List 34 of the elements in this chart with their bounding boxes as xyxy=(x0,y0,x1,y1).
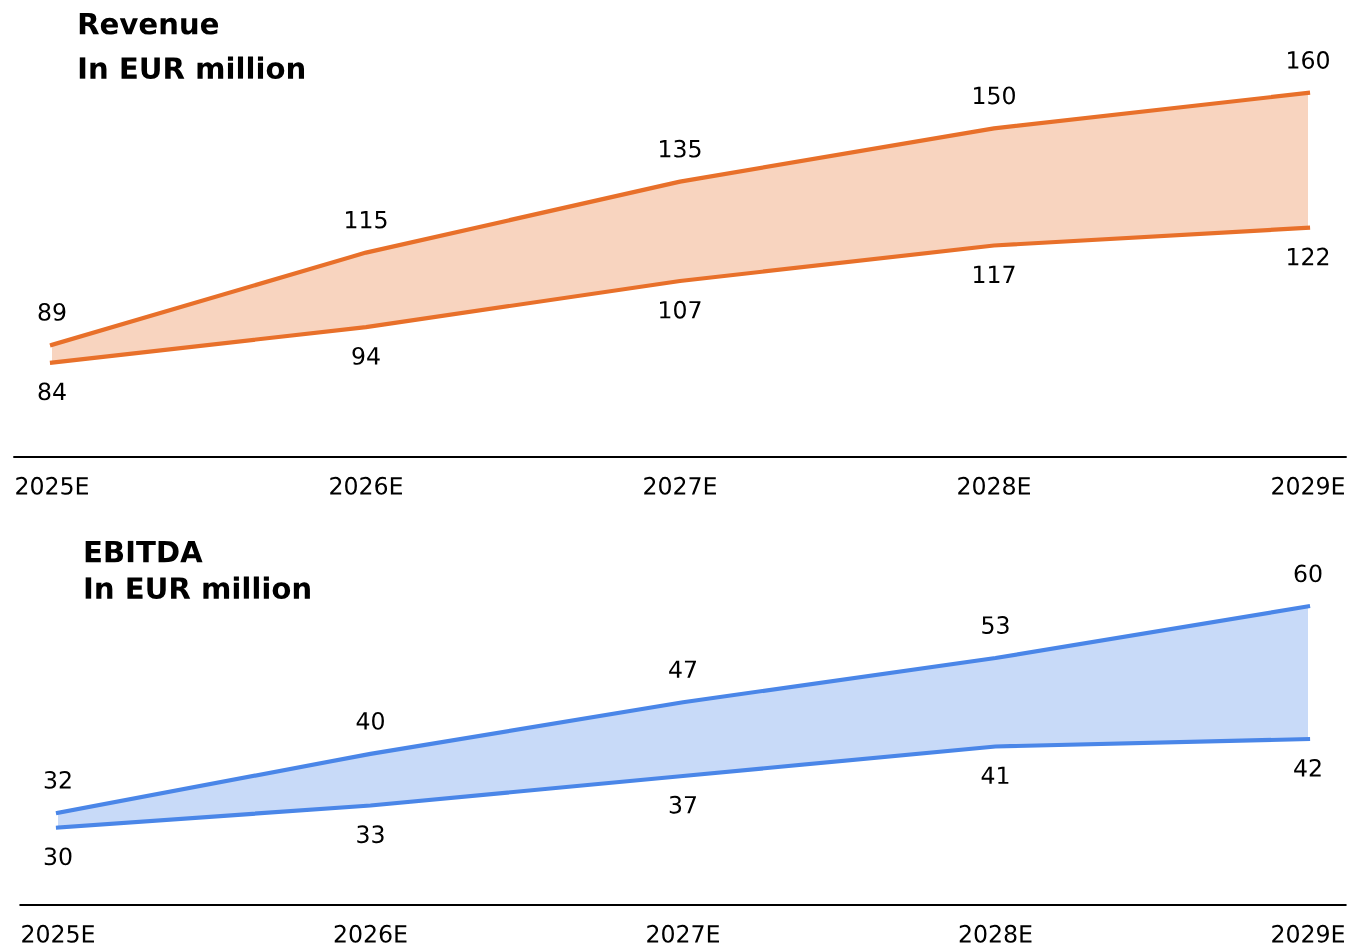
chart-subtitle: In EUR million xyxy=(79,56,305,80)
data-label: 32 xyxy=(44,770,71,789)
chart-title: EBITDA xyxy=(85,540,203,563)
x-tick-label: 2025E xyxy=(22,924,94,943)
data-label: 42 xyxy=(1294,758,1321,777)
x-tick-label: 2029E xyxy=(1272,924,1344,943)
x-tick-label: 2025E xyxy=(16,476,88,495)
data-label: 89 xyxy=(38,302,66,321)
data-label: 53 xyxy=(982,616,1009,634)
data-label: 150 xyxy=(974,86,1015,105)
data-label: 40 xyxy=(356,711,384,730)
data-label: 115 xyxy=(346,211,387,229)
chart-subtitle: In EUR million xyxy=(85,576,310,600)
x-tick-label: 2026E xyxy=(330,476,402,495)
data-label: 94 xyxy=(352,346,380,365)
data-label: 122 xyxy=(1288,247,1329,266)
x-tick-label: 2027E xyxy=(644,476,716,495)
x-tick-label: 2029E xyxy=(1272,476,1344,495)
data-label: 30 xyxy=(44,847,72,866)
x-tick-label: 2028E xyxy=(958,476,1030,495)
data-label: 41 xyxy=(981,766,1009,784)
x-tick-label: 2028E xyxy=(959,924,1032,943)
data-label: 47 xyxy=(669,660,696,678)
data-label: 117 xyxy=(974,265,1015,283)
data-label: 37 xyxy=(669,795,696,814)
data-label: 135 xyxy=(660,139,701,158)
data-label: 60 xyxy=(1294,564,1322,583)
data-label: 33 xyxy=(357,825,384,844)
x-tick-label: 2027E xyxy=(647,924,719,943)
data-label: 160 xyxy=(1288,51,1329,69)
data-label: 84 xyxy=(38,382,66,401)
x-tick-label: 2026E xyxy=(334,924,407,943)
chart-title: Revenue xyxy=(79,12,219,35)
data-label: 107 xyxy=(660,300,701,319)
